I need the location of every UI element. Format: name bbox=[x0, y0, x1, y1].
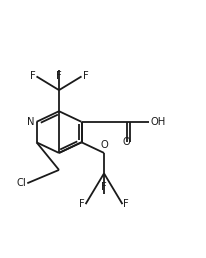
Text: F: F bbox=[30, 71, 35, 82]
Text: N: N bbox=[27, 117, 35, 127]
Text: F: F bbox=[79, 199, 85, 209]
Text: O: O bbox=[123, 137, 130, 147]
Text: F: F bbox=[101, 182, 107, 192]
Text: F: F bbox=[56, 71, 62, 81]
Text: Cl: Cl bbox=[16, 178, 26, 188]
Text: F: F bbox=[83, 71, 88, 82]
Text: O: O bbox=[100, 141, 108, 150]
Text: F: F bbox=[123, 199, 129, 209]
Text: OH: OH bbox=[151, 117, 166, 127]
